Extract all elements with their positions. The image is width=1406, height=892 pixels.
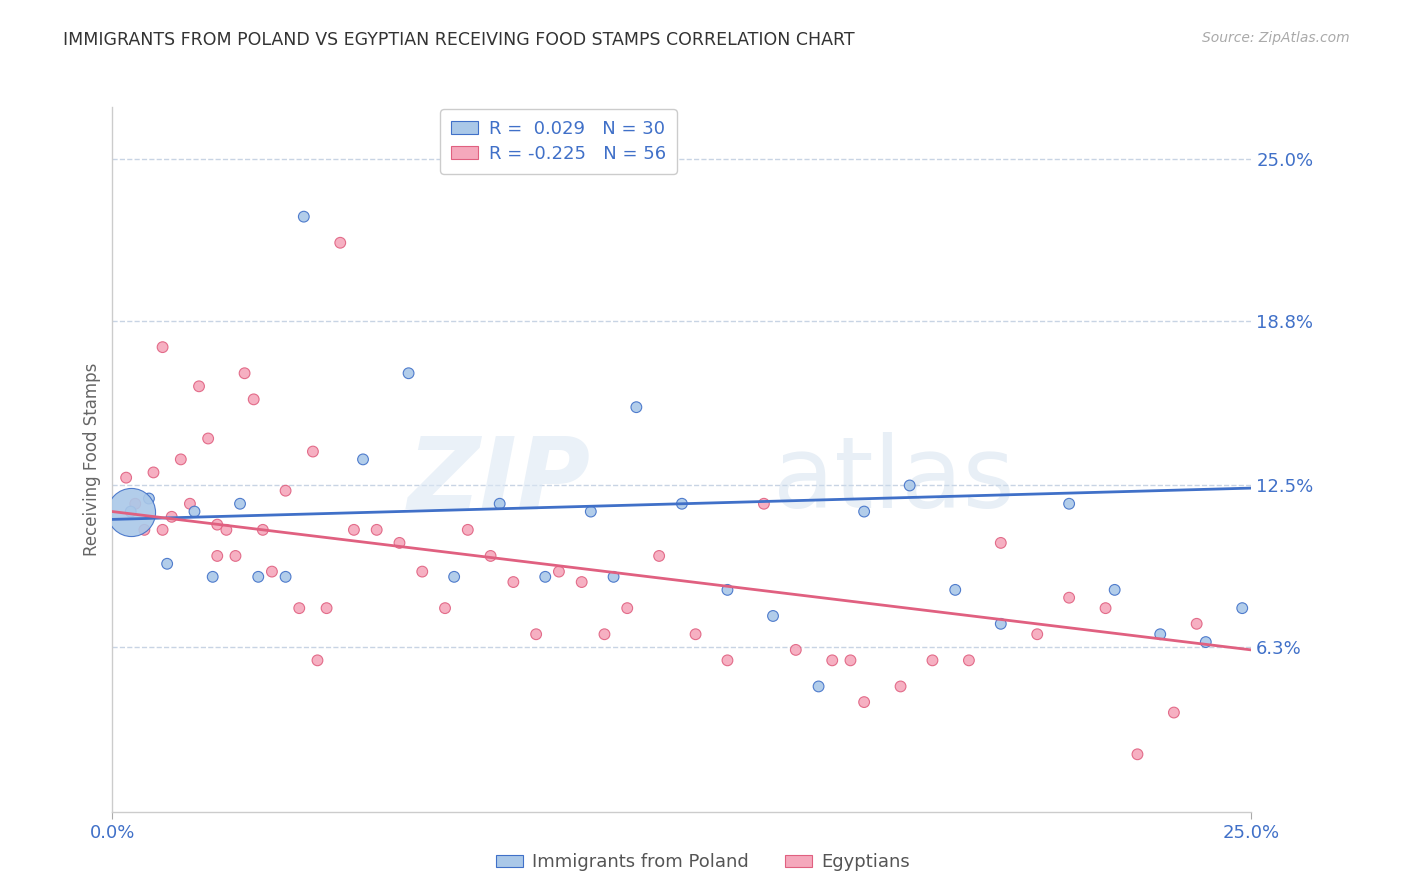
Point — [366, 523, 388, 537]
Point — [134, 523, 156, 537]
Point — [434, 601, 457, 615]
Point — [229, 497, 252, 511]
Point — [233, 366, 256, 380]
Point — [411, 565, 433, 579]
Point — [1195, 635, 1218, 649]
Legend: Immigrants from Poland, Egyptians: Immigrants from Poland, Egyptians — [489, 847, 917, 879]
Point — [853, 505, 876, 519]
Point — [274, 483, 297, 498]
Point — [990, 616, 1012, 631]
Point — [388, 536, 411, 550]
Point — [152, 523, 174, 537]
Point — [1057, 497, 1080, 511]
Point — [207, 549, 229, 563]
Point — [579, 505, 602, 519]
Point — [807, 680, 830, 694]
Point — [398, 366, 420, 380]
Point — [685, 627, 707, 641]
Point — [853, 695, 876, 709]
Point — [671, 497, 693, 511]
Point — [616, 601, 638, 615]
Point — [188, 379, 211, 393]
Point — [207, 517, 229, 532]
Point — [138, 491, 160, 506]
Point — [1104, 582, 1126, 597]
Point — [921, 653, 943, 667]
Point — [943, 582, 966, 597]
Point — [890, 680, 912, 694]
Legend: R =  0.029   N = 30, R = -0.225   N = 56: R = 0.029 N = 30, R = -0.225 N = 56 — [440, 109, 678, 174]
Point — [197, 432, 219, 446]
Point — [260, 565, 283, 579]
Point — [247, 570, 270, 584]
Point — [288, 601, 311, 615]
Point — [534, 570, 557, 584]
Point — [990, 536, 1012, 550]
Point — [785, 643, 807, 657]
Text: Source: ZipAtlas.com: Source: ZipAtlas.com — [1202, 31, 1350, 45]
Point — [839, 653, 862, 667]
Point — [502, 575, 524, 590]
Point — [1163, 706, 1185, 720]
Point — [215, 523, 238, 537]
Point — [292, 210, 315, 224]
Point — [488, 497, 510, 511]
Point — [120, 505, 142, 519]
Y-axis label: Receiving Food Stamps: Receiving Food Stamps — [83, 363, 101, 556]
Point — [602, 570, 624, 584]
Point — [170, 452, 193, 467]
Text: atlas: atlas — [773, 432, 1015, 529]
Point — [124, 497, 146, 511]
Point — [307, 653, 329, 667]
Point — [1057, 591, 1080, 605]
Point — [329, 235, 352, 250]
Point — [716, 582, 738, 597]
Point — [152, 340, 174, 354]
Point — [1185, 616, 1208, 631]
Point — [593, 627, 616, 641]
Point — [1094, 601, 1116, 615]
Point — [156, 557, 179, 571]
Point — [571, 575, 593, 590]
Point — [1026, 627, 1049, 641]
Point — [120, 505, 142, 519]
Point — [179, 497, 201, 511]
Point — [315, 601, 337, 615]
Point — [524, 627, 547, 641]
Point — [1232, 601, 1254, 615]
Point — [821, 653, 844, 667]
Point — [142, 466, 165, 480]
Point — [716, 653, 738, 667]
Point — [183, 505, 205, 519]
Point — [115, 470, 138, 484]
Point — [479, 549, 502, 563]
Point — [898, 478, 921, 492]
Point — [648, 549, 671, 563]
Point — [957, 653, 980, 667]
Point — [1149, 627, 1171, 641]
Point — [548, 565, 571, 579]
Point — [443, 570, 465, 584]
Point — [352, 452, 374, 467]
Point — [1126, 747, 1149, 762]
Point — [457, 523, 479, 537]
Point — [302, 444, 325, 458]
Point — [752, 497, 775, 511]
Point — [626, 400, 648, 414]
Point — [343, 523, 366, 537]
Point — [274, 570, 297, 584]
Point — [242, 392, 264, 407]
Text: IMMIGRANTS FROM POLAND VS EGYPTIAN RECEIVING FOOD STAMPS CORRELATION CHART: IMMIGRANTS FROM POLAND VS EGYPTIAN RECEI… — [63, 31, 855, 49]
Text: ZIP: ZIP — [408, 432, 591, 529]
Point — [762, 609, 785, 624]
Point — [160, 509, 183, 524]
Point — [252, 523, 274, 537]
Point — [224, 549, 246, 563]
Point — [201, 570, 224, 584]
